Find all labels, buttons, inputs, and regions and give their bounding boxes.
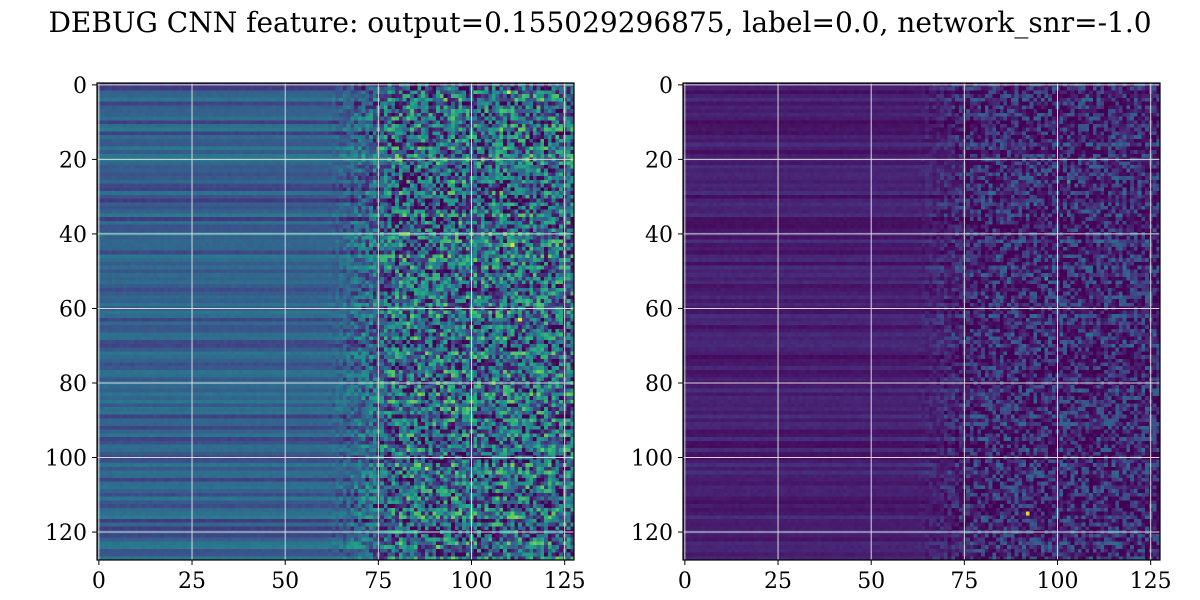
x-tick-label: 50 [271, 569, 299, 594]
y-tick-label: 20 [645, 148, 673, 173]
x-tick-label: 75 [364, 569, 392, 594]
x-tick-label: 125 [544, 569, 586, 594]
figure-title: DEBUG CNN feature: output=0.155029296875… [48, 6, 1152, 39]
y-tick-label: 0 [659, 74, 673, 99]
x-tick-label: 75 [950, 569, 978, 594]
y-tick-label: 0 [73, 74, 87, 99]
x-tick-label: 0 [92, 569, 106, 594]
y-tick-label: 60 [645, 297, 673, 322]
y-tick-label: 80 [59, 372, 87, 397]
y-tick-label: 40 [59, 223, 87, 248]
y-tick-label: 60 [59, 297, 87, 322]
heatmap-image [683, 83, 1160, 560]
y-tick-label: 20 [59, 148, 87, 173]
y-tick-label: 120 [631, 521, 673, 546]
axes-frame [96, 82, 575, 561]
x-tick-label: 100 [451, 569, 493, 594]
x-tick-label: 25 [764, 569, 792, 594]
y-tick-label: 100 [45, 447, 87, 472]
x-tick-label: 125 [1130, 569, 1172, 594]
axes-frame [682, 82, 1161, 561]
heatmap-panel-2: 0 25 50 75 100 125 0 20 40 60 80 100 120 [631, 74, 1172, 594]
y-tick-label: 80 [645, 372, 673, 397]
y-tick-label: 100 [631, 447, 673, 472]
y-tick-label: 40 [645, 223, 673, 248]
x-tick-label: 50 [857, 569, 885, 594]
y-tick-label: 120 [45, 521, 87, 546]
x-tick-label: 100 [1037, 569, 1079, 594]
x-tick-label: 25 [178, 569, 206, 594]
heatmap-panel-1: 0 25 50 75 100 125 0 20 40 60 80 100 120 [45, 74, 586, 594]
x-tick-label: 0 [678, 569, 692, 594]
heatmap-image [97, 83, 574, 560]
